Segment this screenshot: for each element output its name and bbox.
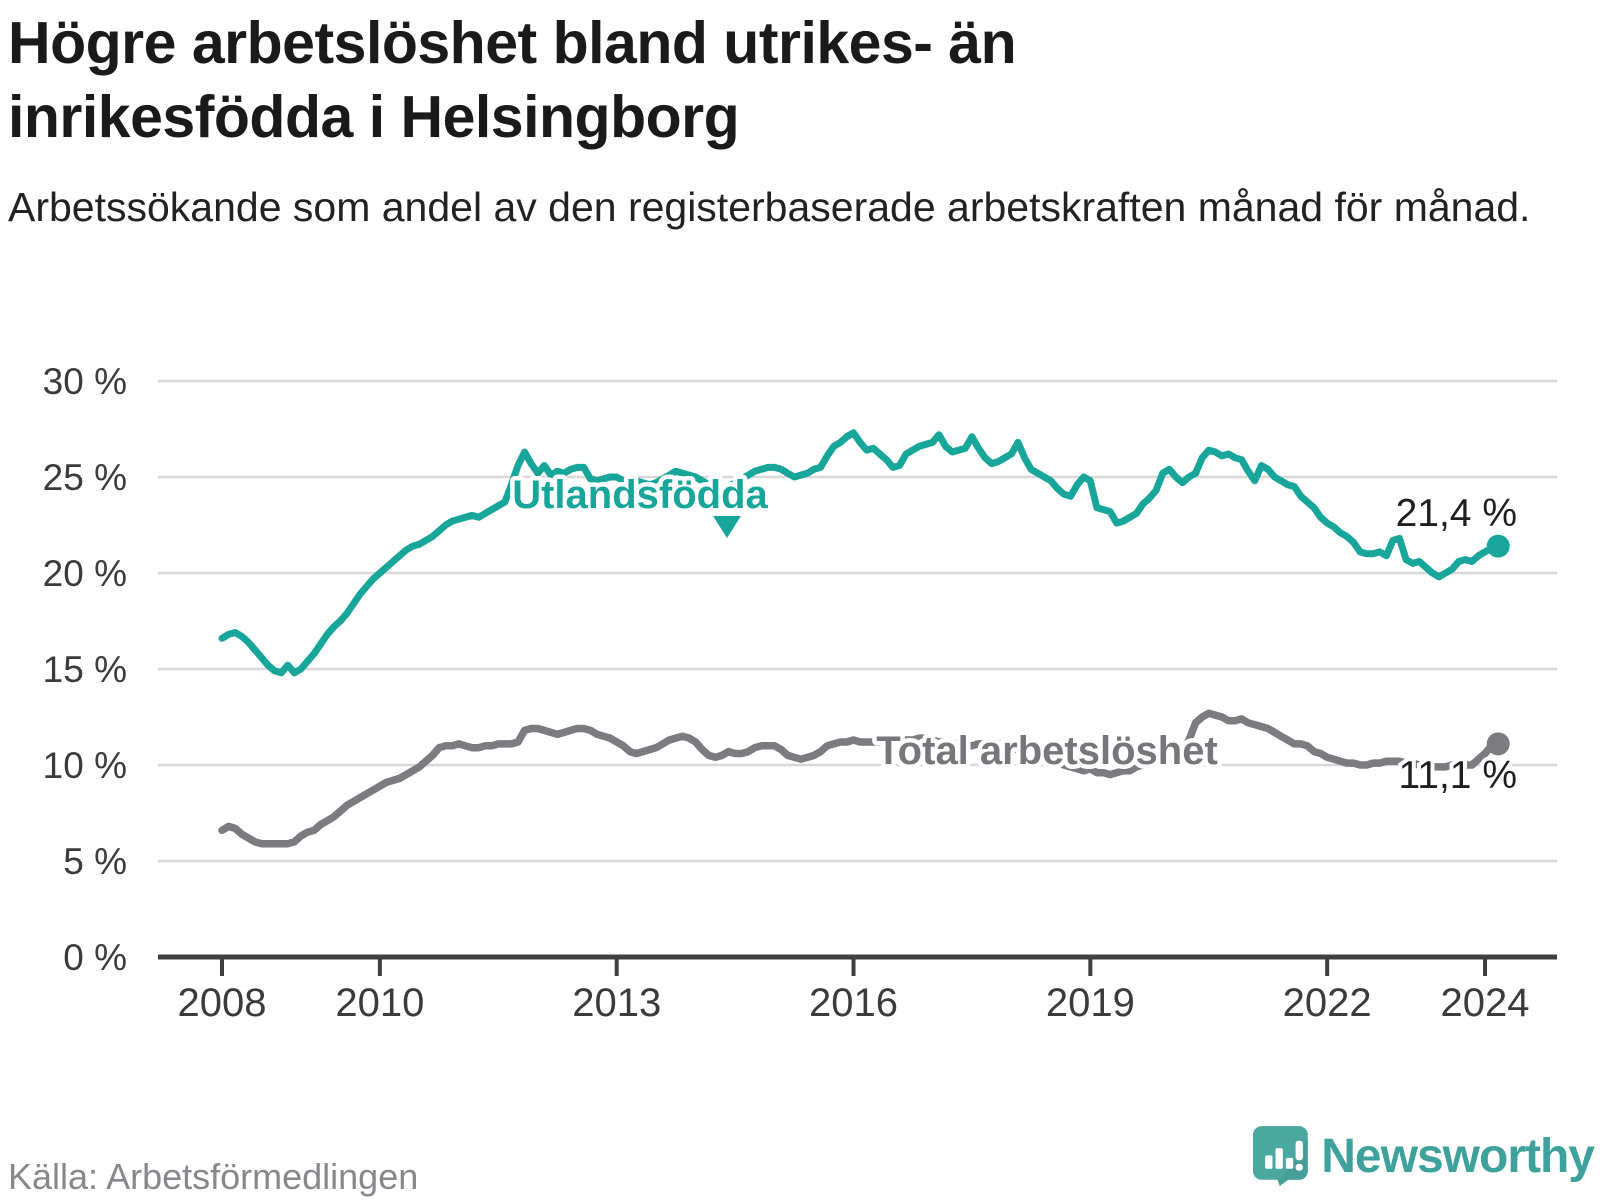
y-axis-tick-label: 25 % [43,457,127,498]
x-axis-tick-label: 2008 [178,981,267,1025]
series-end-dot [1486,534,1510,558]
x-axis-tick-label: 2010 [335,981,424,1025]
series-end-value-label: 21,4 % [1396,492,1517,535]
newsworthy-logo: Newsworthy [1253,1126,1595,1186]
series-label-utlandsfodda: Utlandsfödda [512,473,768,517]
x-axis-tick-label: 2016 [809,981,898,1025]
label-pointer-triangle-icon [713,516,741,538]
y-axis-tick-label: 20 % [43,553,127,594]
x-axis-tick-label: 2022 [1283,981,1372,1025]
series-end-dot [1486,732,1510,756]
x-axis-tick-label: 2013 [572,981,661,1025]
y-axis-tick-label: 10 % [43,745,127,786]
newsworthy-speech-bubble-chart-icon [1253,1126,1309,1186]
chart-header: Högre arbetslöshet bland utrikes- än inr… [8,6,1588,234]
y-axis-tick-label: 5 % [63,841,127,882]
x-axis-tick-label: 2024 [1441,981,1530,1025]
newsworthy-wordmark: Newsworthy [1321,1129,1595,1183]
y-axis-tick-label: 30 % [43,361,127,402]
series-end-value-label: 11,1 % [1398,754,1517,797]
x-axis-tick-label: 2019 [1046,981,1135,1025]
page-title: Högre arbetslöshet bland utrikes- än inr… [8,10,1017,151]
y-axis-tick-label: 15 % [43,649,127,690]
series-label-total: Total arbetslöshet [876,729,1218,773]
series-line-utlandsfodda [218,429,1502,677]
series-line-total-arbetsloshet [218,709,1502,848]
y-axis-tick-label: 0 % [63,937,127,978]
source-note: Källa: Arbetsförmedlingen [8,1156,419,1197]
page-subtitle: Arbetssökande som andel av den registerb… [8,183,1531,230]
